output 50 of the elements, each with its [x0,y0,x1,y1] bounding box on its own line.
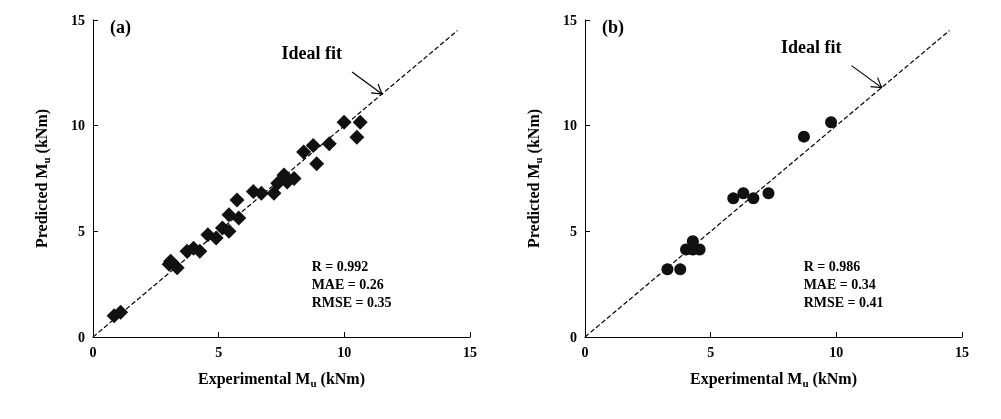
y-tick-label: 0 [570,329,577,345]
y-tick-label: 15 [563,12,577,28]
point [661,263,674,276]
point [305,138,321,154]
y-tick-label: 5 [570,223,577,239]
x-tick-label: 15 [463,344,477,360]
x-tick-label: 5 [707,344,715,360]
point [727,192,740,205]
point [208,230,224,246]
y-tick-label: 5 [78,223,85,239]
point [266,185,282,201]
point [231,210,247,226]
x-tick-label: 0 [89,344,97,360]
chart-title: (b) [602,17,624,38]
y-tick-label: 10 [71,118,85,134]
point [352,114,368,130]
point [321,136,337,152]
y-tick-label: 0 [78,329,85,345]
y-tick-label: 15 [71,12,85,28]
point [737,187,750,200]
annotation: MAE = 0.34 [803,277,876,293]
point [221,207,237,223]
point [169,260,185,276]
point [296,144,312,160]
point [825,116,838,129]
annotation: R = 0.992 [311,259,369,275]
y-axis-title: Predicted Mu (kNm) [525,108,544,249]
annotation: RMSE = 0.35 [311,295,392,311]
annotation: RMSE = 0.41 [803,295,884,311]
annotation: MAE = 0.26 [311,277,384,293]
x-tick-label: 10 [829,344,844,360]
point [336,114,352,130]
x-tick-label: 15 [955,344,969,360]
chart-title: (a) [110,17,131,38]
y-axis-title: Predicted Mu (kNm) [33,108,52,249]
x-tick-label: 0 [581,344,589,360]
point [229,192,245,208]
y-tick-label: 10 [563,118,577,134]
x-tick-label: 5 [215,344,223,360]
point [113,304,129,320]
point [747,192,760,205]
annotation: R = 0.986 [803,259,861,275]
point [349,129,365,145]
annotation: Ideal fit [781,36,842,57]
annotation: Ideal fit [281,42,343,63]
point [797,130,810,143]
point [674,263,687,276]
point [762,187,775,200]
x-tick-label: 10 [337,344,352,360]
point [309,156,325,172]
